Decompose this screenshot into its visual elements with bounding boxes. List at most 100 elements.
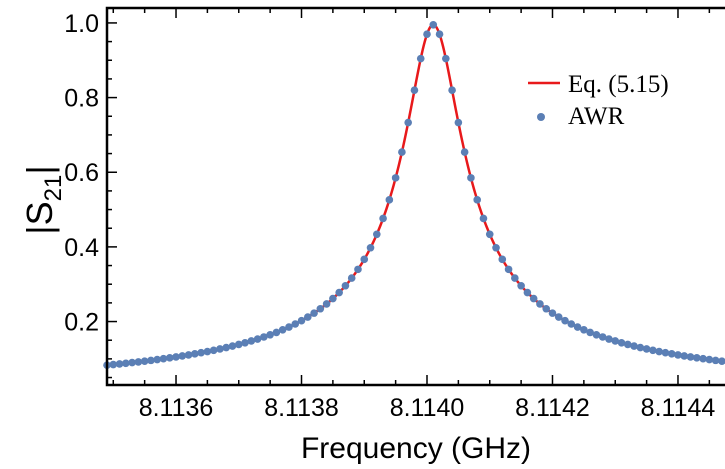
awr-data-point	[442, 54, 450, 63]
awr-data-point	[140, 357, 149, 365]
awr-data-point	[385, 196, 394, 204]
awr-data-point	[178, 352, 187, 360]
awr-data-point	[228, 342, 237, 350]
awr-data-point	[316, 304, 325, 313]
awr-data-point	[542, 304, 551, 313]
awr-data-point	[617, 338, 626, 347]
y-axis-title-subscript: 21	[40, 175, 67, 202]
awr-data-point	[404, 118, 412, 127]
awr-data-point	[310, 309, 318, 317]
awr-data-point	[172, 353, 180, 361]
awr-data-point	[498, 255, 507, 264]
plot-frame	[105, 6, 725, 387]
x-axis: 8.1136 8.1138 8.1140 8.1142 8.1144	[112, 8, 715, 422]
awr-data-point	[153, 355, 161, 364]
awr-data-point	[234, 340, 243, 349]
y-tick-label: 1.0	[64, 10, 99, 38]
awr-data-point	[272, 328, 281, 337]
awr-data-point	[473, 196, 482, 204]
awr-data-point	[611, 337, 620, 345]
awr-data-point	[504, 265, 513, 274]
awr-data-point	[391, 174, 400, 182]
awr-data-point	[517, 281, 525, 290]
y-axis-title-close: |	[19, 165, 60, 174]
awr-data-point	[573, 323, 582, 331]
awr-data-point	[335, 288, 343, 297]
legend-label-eq: Eq. (5.15)	[568, 71, 669, 98]
legend-label-awr: AWR	[568, 103, 625, 130]
awr-data-point	[693, 354, 701, 362]
awr-series	[103, 21, 725, 369]
awr-data-point	[379, 214, 387, 223]
awr-data-point	[642, 345, 651, 353]
awr-data-point	[561, 316, 569, 325]
awr-data-point	[266, 330, 274, 339]
awr-data-point	[303, 313, 312, 321]
awr-data-point	[366, 243, 375, 252]
awr-data-point	[165, 354, 174, 362]
awr-data-point	[197, 348, 205, 357]
awr-data-point	[718, 357, 725, 365]
awr-data-point	[623, 340, 632, 349]
awr-data-point	[122, 359, 130, 368]
y-axis-title: |S21|	[19, 165, 67, 234]
awr-data-point	[460, 148, 469, 156]
awr-data-point	[191, 350, 199, 358]
awr-data-point	[586, 328, 594, 337]
awr-data-point	[347, 274, 356, 282]
awr-data-point	[492, 243, 500, 252]
awr-data-point	[454, 118, 463, 127]
awr-data-point	[511, 274, 519, 282]
awr-data-point	[209, 346, 218, 355]
y-tick-label: 0.4	[64, 234, 99, 262]
awr-data-point	[655, 347, 663, 356]
awr-data-point	[341, 281, 350, 290]
awr-data-point	[423, 30, 431, 38]
x-tick-label: 8.1140	[390, 394, 465, 422]
awr-data-point	[278, 326, 287, 334]
awr-data-point	[674, 351, 682, 359]
awr-data-point	[260, 333, 268, 341]
awr-data-point	[580, 326, 588, 334]
awr-data-point	[548, 309, 557, 317]
awr-data-point	[529, 294, 538, 303]
awr-data-point	[680, 352, 689, 360]
awr-data-point	[523, 288, 532, 297]
awr-data-point	[554, 313, 563, 321]
awr-data-point	[435, 30, 444, 38]
awr-data-point	[467, 174, 475, 182]
awr-data-point	[297, 316, 306, 325]
x-tick-label: 8.1138	[264, 394, 339, 422]
awr-data-point	[203, 347, 212, 356]
awr-data-point	[398, 148, 406, 156]
awr-data-point	[247, 337, 256, 345]
awr-data-point	[159, 354, 168, 363]
awr-data-point	[429, 21, 438, 29]
y-axis-title-main: |S	[19, 201, 60, 234]
x-axis-title: Frequency (GHz)	[301, 432, 531, 465]
awr-data-point	[241, 338, 249, 347]
awr-data-point	[479, 214, 488, 223]
awr-data-point	[291, 320, 300, 328]
awr-data-point	[649, 346, 657, 355]
legend: Eq. (5.15) AWR	[528, 71, 669, 130]
awr-data-point	[373, 230, 381, 239]
awr-data-point	[216, 345, 224, 353]
awr-data-point	[253, 335, 262, 343]
awr-data-point	[354, 265, 362, 274]
awr-data-point	[598, 333, 607, 341]
y-tick-label: 0.6	[64, 159, 99, 187]
awr-data-point	[592, 330, 601, 339]
awr-data-point	[605, 335, 613, 343]
awr-data-point	[705, 355, 714, 364]
awr-data-point	[686, 353, 695, 361]
awr-data-point	[222, 343, 231, 352]
awr-data-point	[285, 323, 293, 331]
awr-data-point	[184, 351, 193, 359]
awr-data-point	[699, 354, 707, 363]
awr-data-point	[134, 358, 143, 366]
awr-data-point	[360, 255, 369, 264]
awr-data-point	[485, 230, 494, 239]
x-tick-label: 8.1136	[139, 394, 214, 422]
